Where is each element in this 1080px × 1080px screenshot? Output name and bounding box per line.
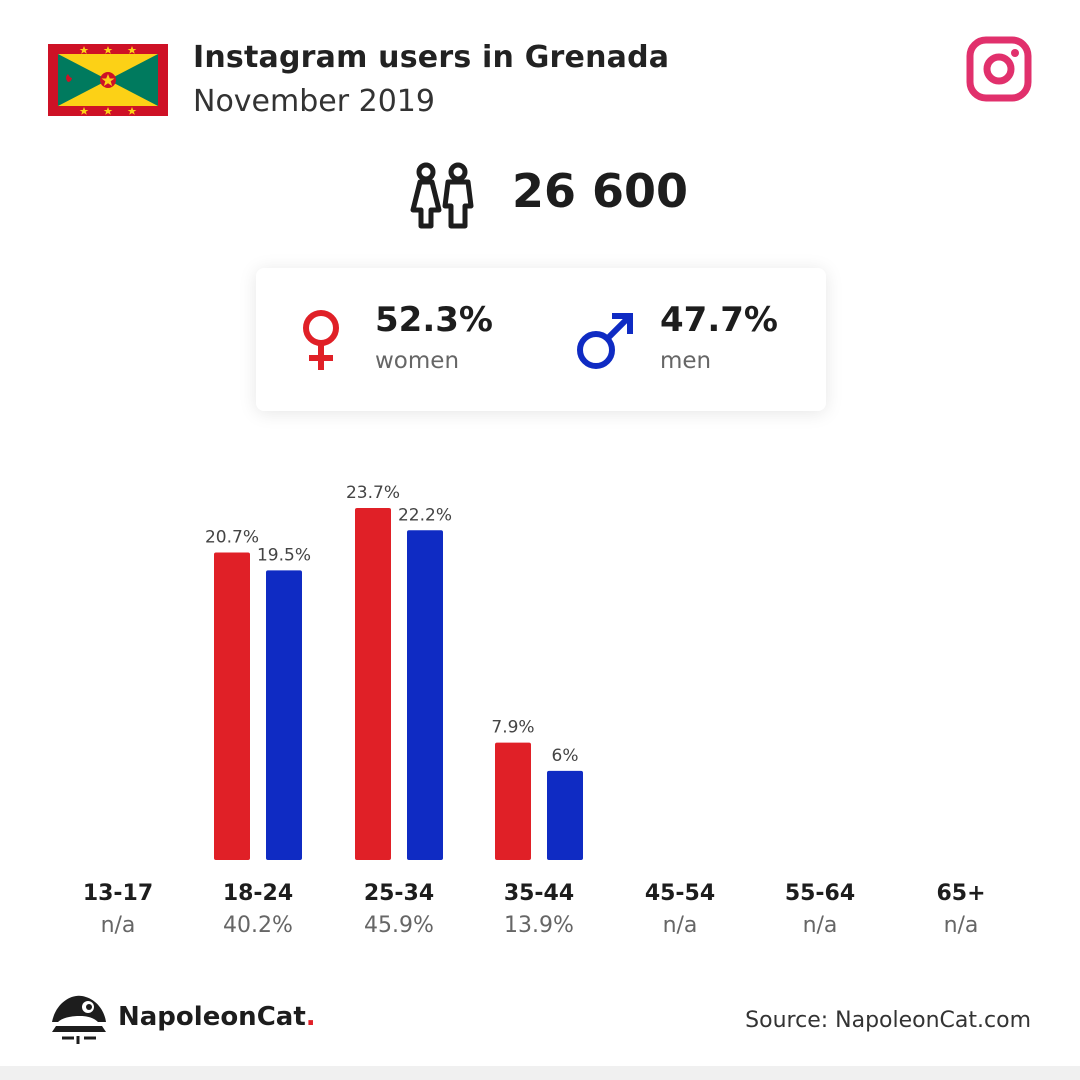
category-total-13-17: n/a [101,913,136,938]
men-percent: 47.7% [660,300,778,340]
total-users-value: 26 600 [512,164,689,218]
category-total-65+: n/a [944,913,979,938]
page-subtitle: November 2019 [193,84,435,119]
category-label-55-64: 55-64 [785,881,855,906]
category-label-45-54: 45-54 [645,881,715,906]
category-label-18-24: 18-24 [223,881,293,906]
category-label-13-17: 13-17 [83,881,153,906]
bar-men-25-34 [407,530,443,860]
users-icon [410,162,474,229]
women-label: women [375,348,460,374]
women-percent: 52.3% [375,300,493,340]
category-total-18-24: 40.2% [223,913,293,938]
grenada-flag-icon [48,44,168,116]
category-label-35-44: 35-44 [504,881,574,906]
female-icon [303,310,339,370]
category-total-25-34: 45.9% [364,913,434,938]
bar-men-35-44 [547,770,583,860]
bar-label-women-35-44: 7.9% [491,718,534,738]
bar-men-18-24 [266,570,302,860]
men-label: men [660,348,712,374]
category-label-25-34: 25-34 [364,881,434,906]
bottom-strip [0,1066,1080,1080]
instagram-icon [966,36,1032,102]
category-total-35-44: 13.9% [504,913,574,938]
source-text: Source: NapoleonCat.com [745,1008,1031,1033]
category-label-65+: 65+ [936,881,985,906]
bar-label-women-18-24: 20.7% [205,528,259,548]
category-total-45-54: n/a [663,913,698,938]
brand-name: NapoleonCat. [118,1002,316,1032]
bar-label-men-18-24: 19.5% [257,545,311,565]
bar-women-25-34 [355,508,391,860]
bar-women-35-44 [495,742,531,860]
bar-label-men-35-44: 6% [552,746,579,766]
napoleoncat-logo-icon [52,995,106,1044]
bar-women-18-24 [214,552,250,860]
male-icon [577,313,633,369]
page-title: Instagram users in Grenada [193,40,670,75]
bar-label-men-25-34: 22.2% [398,505,452,525]
age-gender-bar-chart: 13-17 n/a 20.7%19.5% 18-24 40.2% 23.7%22.2% 25… [83,483,986,938]
category-total-55-64: n/a [803,913,838,938]
bar-label-women-25-34: 23.7% [346,483,400,503]
gender-split-card: 52.3% women 47.7% men [256,268,826,411]
